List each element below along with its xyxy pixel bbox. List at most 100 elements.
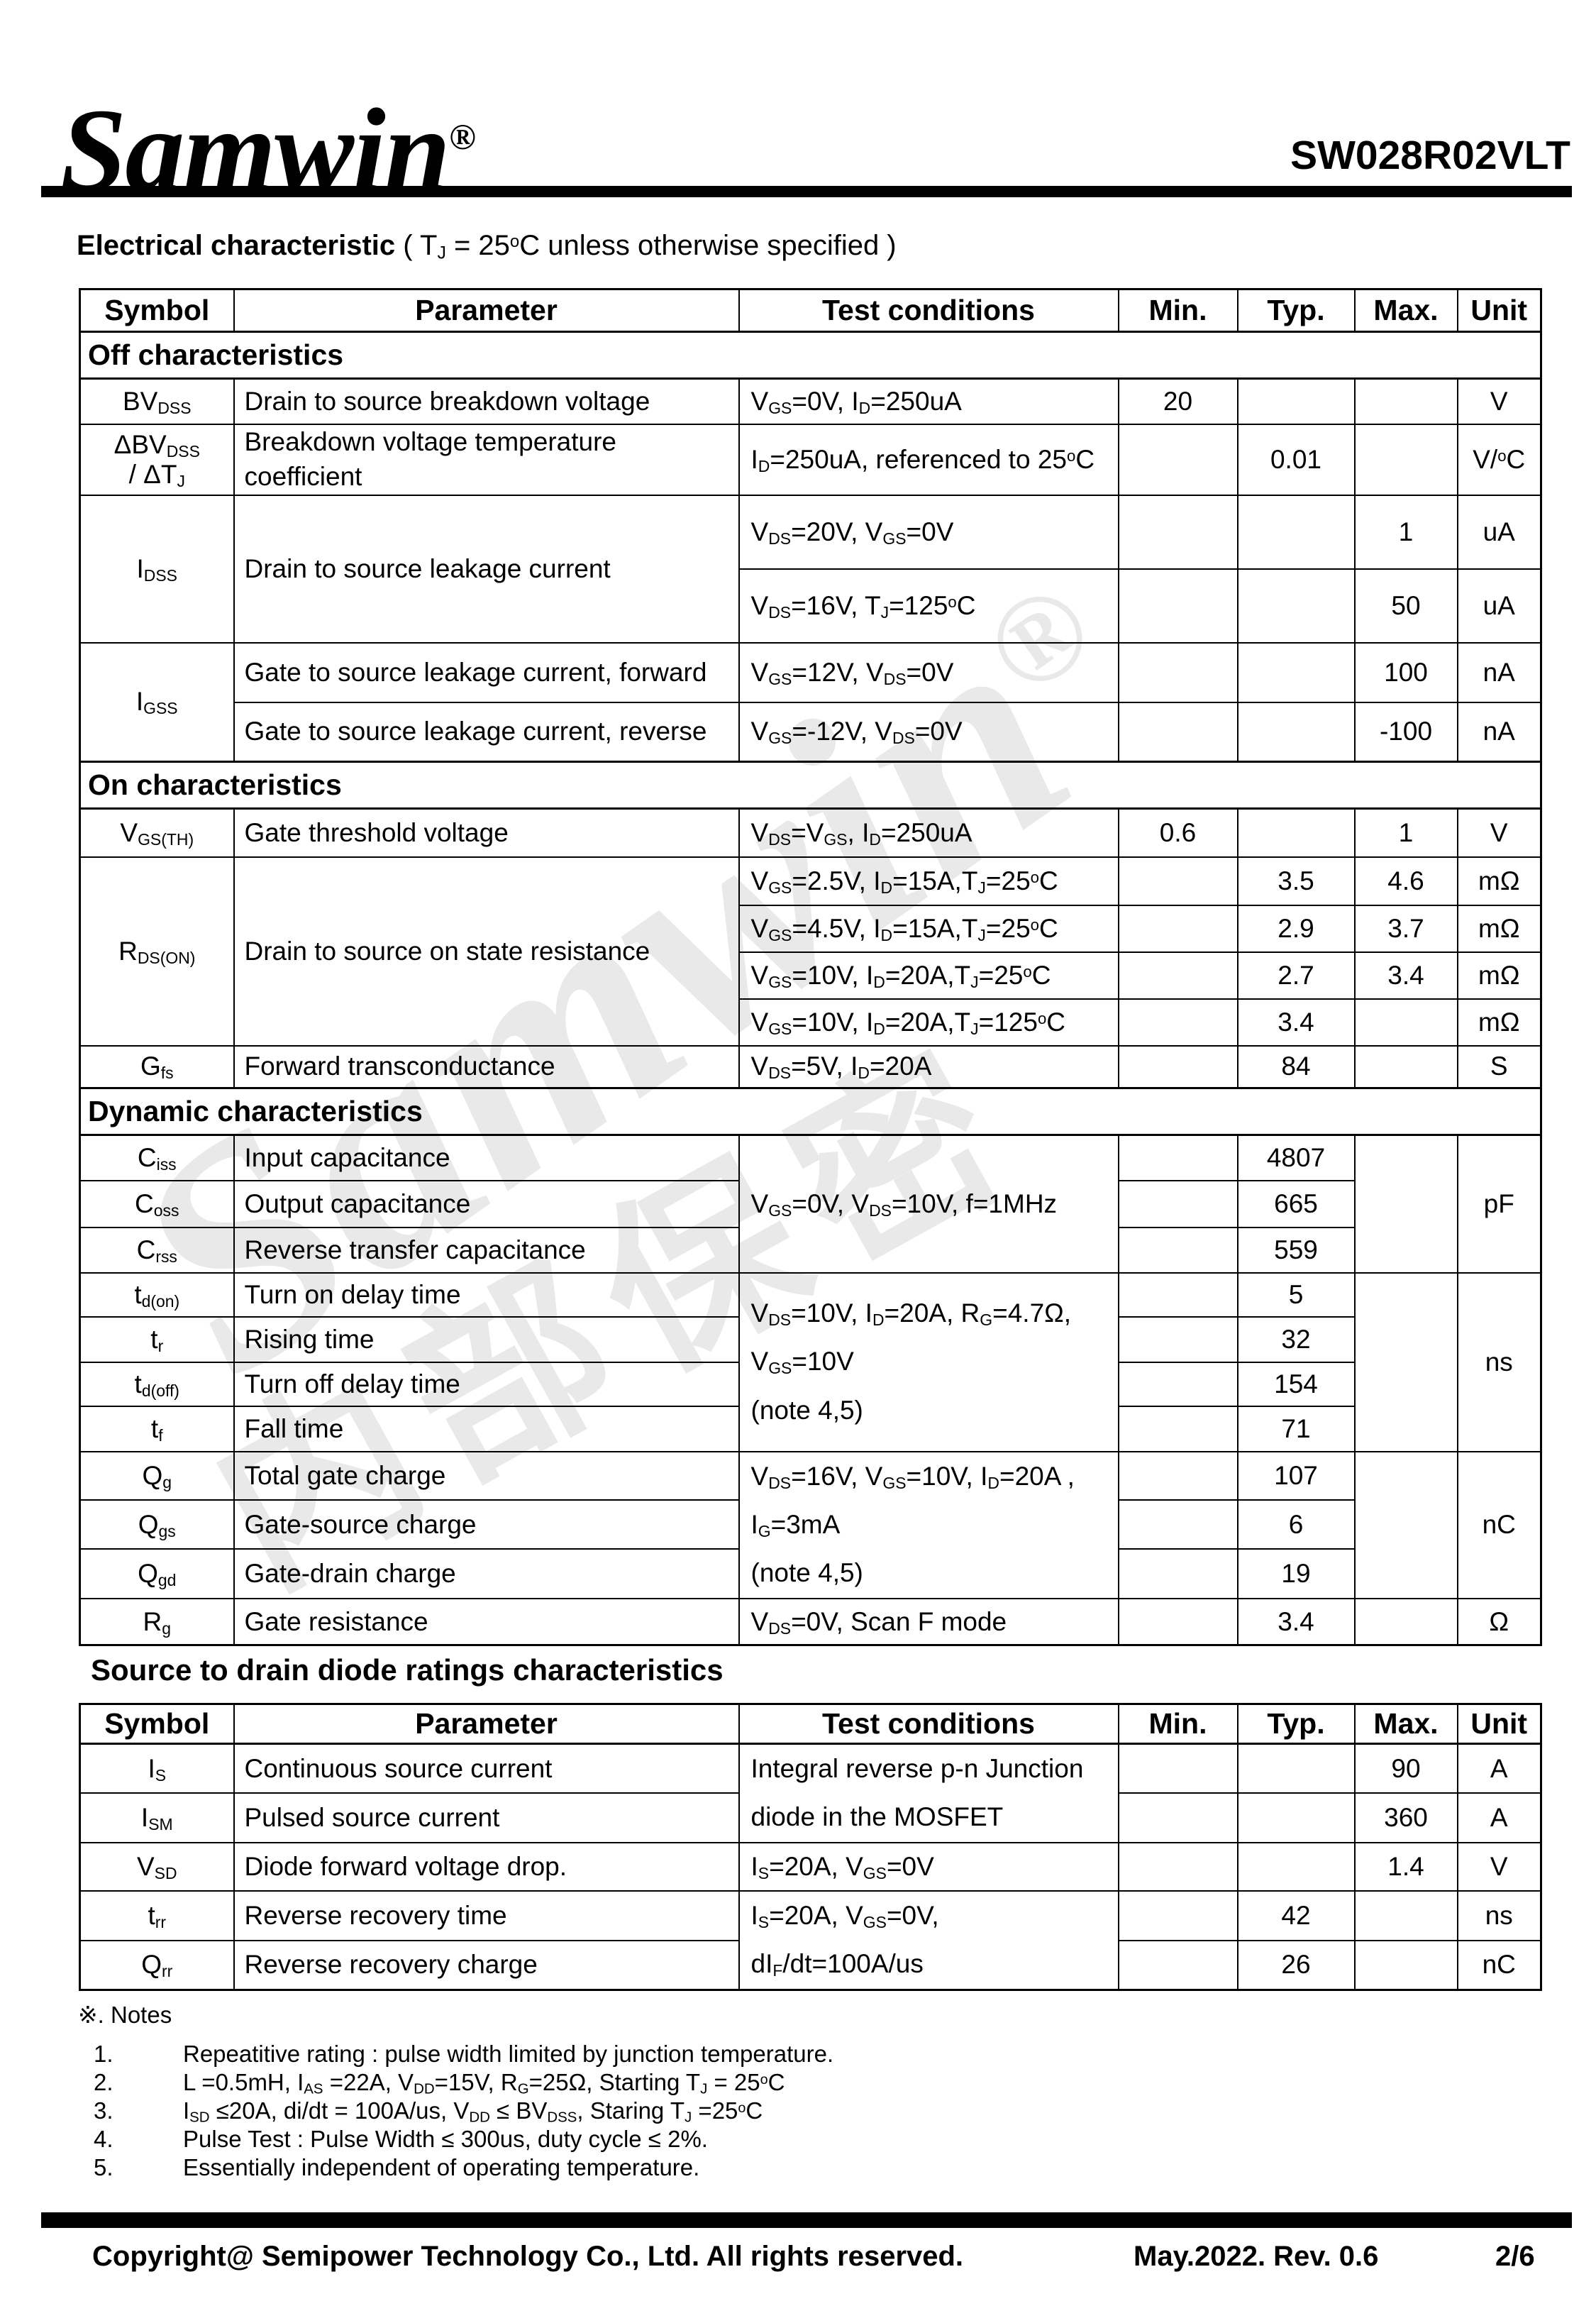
part-number: SW028R02VLT xyxy=(1290,133,1570,178)
rg-unit: Ω xyxy=(1456,1597,1542,1646)
diode-section-heading: Source to drain diode ratings characteri… xyxy=(91,1653,724,1687)
bvdss-unit: V xyxy=(1456,377,1542,425)
vgsth-unit: V xyxy=(1456,807,1542,858)
qgs-symbol: Qgs xyxy=(79,1499,235,1550)
ism-min xyxy=(1117,1792,1238,1843)
igss-max-forward: 100 xyxy=(1353,641,1458,703)
rg-min xyxy=(1117,1597,1238,1646)
switching-max xyxy=(1353,1271,1458,1452)
row-tf: tf Fall time 71 xyxy=(79,1405,1541,1452)
trr-unit: ns xyxy=(1456,1890,1542,1941)
vsd-test: IS=20A, VGS=0V xyxy=(738,1841,1119,1892)
vgsth-test: VDS=VGS, ID=250uA xyxy=(738,807,1119,858)
rdson-min-4 xyxy=(1117,998,1238,1047)
row-tdoff: td(off) Turn off delay time 154 xyxy=(79,1361,1541,1407)
qgs-parameter: Gate-source charge xyxy=(233,1499,740,1550)
rdson-max-3: 3.4 xyxy=(1353,951,1458,1000)
rg-test: VDS=0V, Scan F mode xyxy=(738,1597,1119,1646)
is-typ xyxy=(1236,1743,1356,1794)
is-parameter: Continuous source current xyxy=(233,1743,740,1794)
tdon-symbol: td(on) xyxy=(79,1271,235,1318)
ism-symbol: ISM xyxy=(79,1792,235,1843)
tr-min xyxy=(1117,1315,1238,1363)
charge-max xyxy=(1353,1450,1458,1599)
rdson-max-2: 3.7 xyxy=(1353,904,1458,953)
cap-max xyxy=(1353,1134,1458,1274)
igss-symbol: IGSS xyxy=(79,641,235,763)
ism-parameter: Pulsed source current xyxy=(233,1792,740,1843)
row-coss: Coss Output capacitance 665 xyxy=(79,1179,1541,1228)
tdon-parameter: Turn on delay time xyxy=(233,1271,740,1318)
qgs-min xyxy=(1117,1499,1238,1550)
section-off-label: Off characteristics xyxy=(79,331,1542,380)
tf-min xyxy=(1117,1405,1238,1452)
row-bvdss: BVDSS Drain to source breakdown voltage … xyxy=(79,377,1542,425)
diode-col-header-typ: Typ. xyxy=(1236,1703,1356,1745)
vgsth-min: 0.6 xyxy=(1117,807,1238,858)
notes-title: ※. Notes xyxy=(78,2002,172,2028)
ciss-parameter: Input capacitance xyxy=(233,1134,740,1181)
col-header-parameter: Parameter xyxy=(233,288,740,333)
dbvdss-test: ID=250uA, referenced to 25oC xyxy=(738,423,1119,496)
section-on-characteristics: On characteristics xyxy=(79,761,1542,810)
col-header-unit: Unit xyxy=(1456,288,1542,333)
note-item-4: 4. Pulse Test : Pulse Width ≤ 300us, dut… xyxy=(78,2125,833,2153)
rdson-test-4: VGS=10V, ID=20A,TJ=125oC xyxy=(738,998,1119,1047)
rg-typ: 3.4 xyxy=(1236,1597,1356,1646)
note-item-3: 3. ISD ≤20A, di/dt = 100A/us, VDD ≤ BVDS… xyxy=(78,2097,833,2125)
gfs-unit: S xyxy=(1456,1044,1542,1089)
qrr-max xyxy=(1353,1939,1458,1991)
footer-page-number: 2/6 xyxy=(1495,2241,1535,2272)
is-symbol: IS xyxy=(79,1743,235,1794)
header-divider-bar xyxy=(41,186,1572,197)
rr-test: IS=20A, VGS=0V, dIF/dt=100A/us xyxy=(738,1890,1119,1991)
rdson-typ-4: 3.4 xyxy=(1236,998,1356,1047)
qgd-symbol: Qgd xyxy=(79,1548,235,1599)
qgd-parameter: Gate-drain charge xyxy=(233,1548,740,1599)
igss-parameter-forward: Gate to source leakage current, forward xyxy=(233,641,740,703)
igss-min-forward xyxy=(1117,641,1238,703)
ciss-min xyxy=(1117,1134,1238,1181)
diode-col-header-parameter: Parameter xyxy=(233,1703,740,1745)
diode-col-header-test-conditions: Test conditions xyxy=(738,1703,1119,1745)
note-item-5: 5. Essentially independent of operating … xyxy=(78,2153,833,2182)
idss-test-2: VDS=16V, TJ=125oC xyxy=(738,568,1119,644)
row-idss-1: IDSS Drain to source leakage current VDS… xyxy=(79,494,1542,644)
coss-typ: 665 xyxy=(1236,1179,1356,1228)
crss-min xyxy=(1117,1226,1238,1274)
bvdss-symbol: BVDSS xyxy=(79,377,235,425)
footer-copyright: Copyright@ Semipower Technology Co., Ltd… xyxy=(92,2241,964,2272)
gfs-test: VDS=5V, ID=20A xyxy=(738,1044,1119,1089)
tdoff-typ: 154 xyxy=(1236,1361,1356,1407)
note-item-2: 2. L =0.5mH, IAS =22A, VDD=15V, RG=25Ω, … xyxy=(78,2068,833,2097)
note-text: Pulse Test : Pulse Width ≤ 300us, duty c… xyxy=(183,2126,708,2152)
footer-revision: May.2022. Rev. 0.6 xyxy=(1134,2241,1379,2272)
vgsth-max: 1 xyxy=(1353,807,1458,858)
note-number: 4. xyxy=(94,2126,113,2152)
rdson-min-3 xyxy=(1117,951,1238,1000)
idss-typ-1 xyxy=(1236,494,1356,570)
charge-unit: nC xyxy=(1456,1450,1542,1599)
tdon-min xyxy=(1117,1271,1238,1318)
coss-parameter: Output capacitance xyxy=(233,1179,740,1228)
ism-unit: A xyxy=(1456,1792,1542,1843)
rdson-min-2 xyxy=(1117,904,1238,953)
row-dbvdss: ΔBVDSS / ΔTJ Breakdown voltage temperatur… xyxy=(79,423,1542,496)
qg-min xyxy=(1117,1450,1238,1501)
bvdss-typ xyxy=(1236,377,1356,425)
qrr-min xyxy=(1117,1939,1238,1991)
idss-symbol: IDSS xyxy=(79,494,235,644)
rdson-unit-4: mΩ xyxy=(1456,998,1542,1047)
rg-max xyxy=(1353,1597,1458,1646)
idss-parameter: Drain to source leakage current xyxy=(233,494,740,644)
rdson-max-1: 4.6 xyxy=(1353,856,1458,906)
row-qgd: Qgd Gate-drain charge 19 xyxy=(79,1548,1541,1599)
vgsth-parameter: Gate threshold voltage xyxy=(233,807,740,858)
rdson-typ-2: 2.9 xyxy=(1236,904,1356,953)
diode-table-header-row: Symbol Parameter Test conditions Min. Ty… xyxy=(79,1703,1542,1745)
row-gfs: Gfs Forward transconductance VDS=5V, ID=… xyxy=(79,1044,1542,1089)
tf-symbol: tf xyxy=(79,1405,235,1452)
row-crss: Crss Reverse transfer capacitance 559 xyxy=(79,1226,1541,1274)
tr-symbol: tr xyxy=(79,1315,235,1363)
